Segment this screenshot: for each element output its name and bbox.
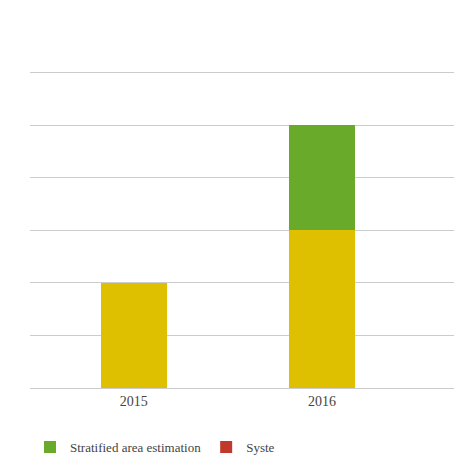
svg-text:2016: 2016 [308, 394, 336, 409]
svg-text:Stratified area estimation: Stratified area estimation [70, 440, 201, 455]
svg-text:Syste: Syste [246, 440, 274, 455]
svg-text:2015: 2015 [120, 394, 148, 409]
